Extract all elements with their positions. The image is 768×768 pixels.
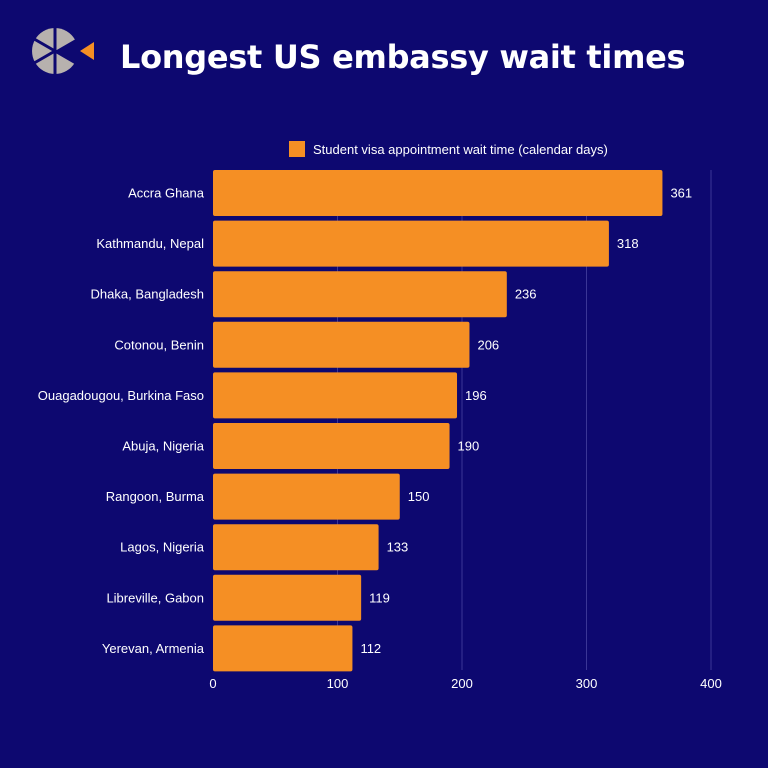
category-label: Lagos, Nigeria (120, 540, 205, 555)
category-label: Libreville, Gabon (106, 590, 204, 605)
x-tick-label: 400 (700, 676, 722, 691)
category-label: Abuja, Nigeria (122, 439, 204, 454)
bar (213, 271, 507, 318)
x-tick-label: 200 (451, 676, 473, 691)
x-tick-label: 300 (576, 676, 598, 691)
data-label: 196 (465, 388, 487, 403)
data-label: 318 (617, 236, 639, 251)
data-label: 190 (458, 439, 480, 454)
bar (213, 372, 458, 419)
bar (213, 220, 609, 267)
bar (213, 473, 400, 520)
x-tick-label: 0 (209, 676, 216, 691)
category-label: Kathmandu, Nepal (96, 236, 204, 251)
bar (213, 625, 353, 672)
data-label: 112 (360, 641, 381, 656)
legend-swatch (289, 141, 305, 157)
data-label: 119 (369, 590, 390, 605)
x-tick-label: 100 (327, 676, 349, 691)
data-label: 150 (408, 489, 430, 504)
category-label: Rangoon, Burma (106, 489, 205, 504)
category-label: Yerevan, Armenia (102, 641, 205, 656)
category-label: Ouagadougou, Burkina Faso (38, 388, 204, 403)
bar (213, 524, 379, 571)
bar (213, 574, 362, 621)
company-logo-icon (32, 27, 94, 75)
bar (213, 170, 663, 216)
data-label: 133 (387, 540, 409, 555)
chart-title: Longest US embassy wait times (120, 38, 686, 76)
data-label: 361 (670, 186, 692, 201)
bar (213, 423, 450, 469)
legend-label: Student visa appointment wait time (cale… (313, 141, 608, 157)
data-label: 206 (477, 337, 499, 352)
data-label: 236 (515, 287, 537, 302)
bar (213, 321, 470, 368)
legend: Student visa appointment wait time (cale… (289, 141, 608, 157)
category-label: Dhaka, Bangladesh (91, 287, 204, 302)
category-label: Cotonou, Benin (114, 337, 204, 352)
category-label: Accra Ghana (128, 186, 205, 201)
